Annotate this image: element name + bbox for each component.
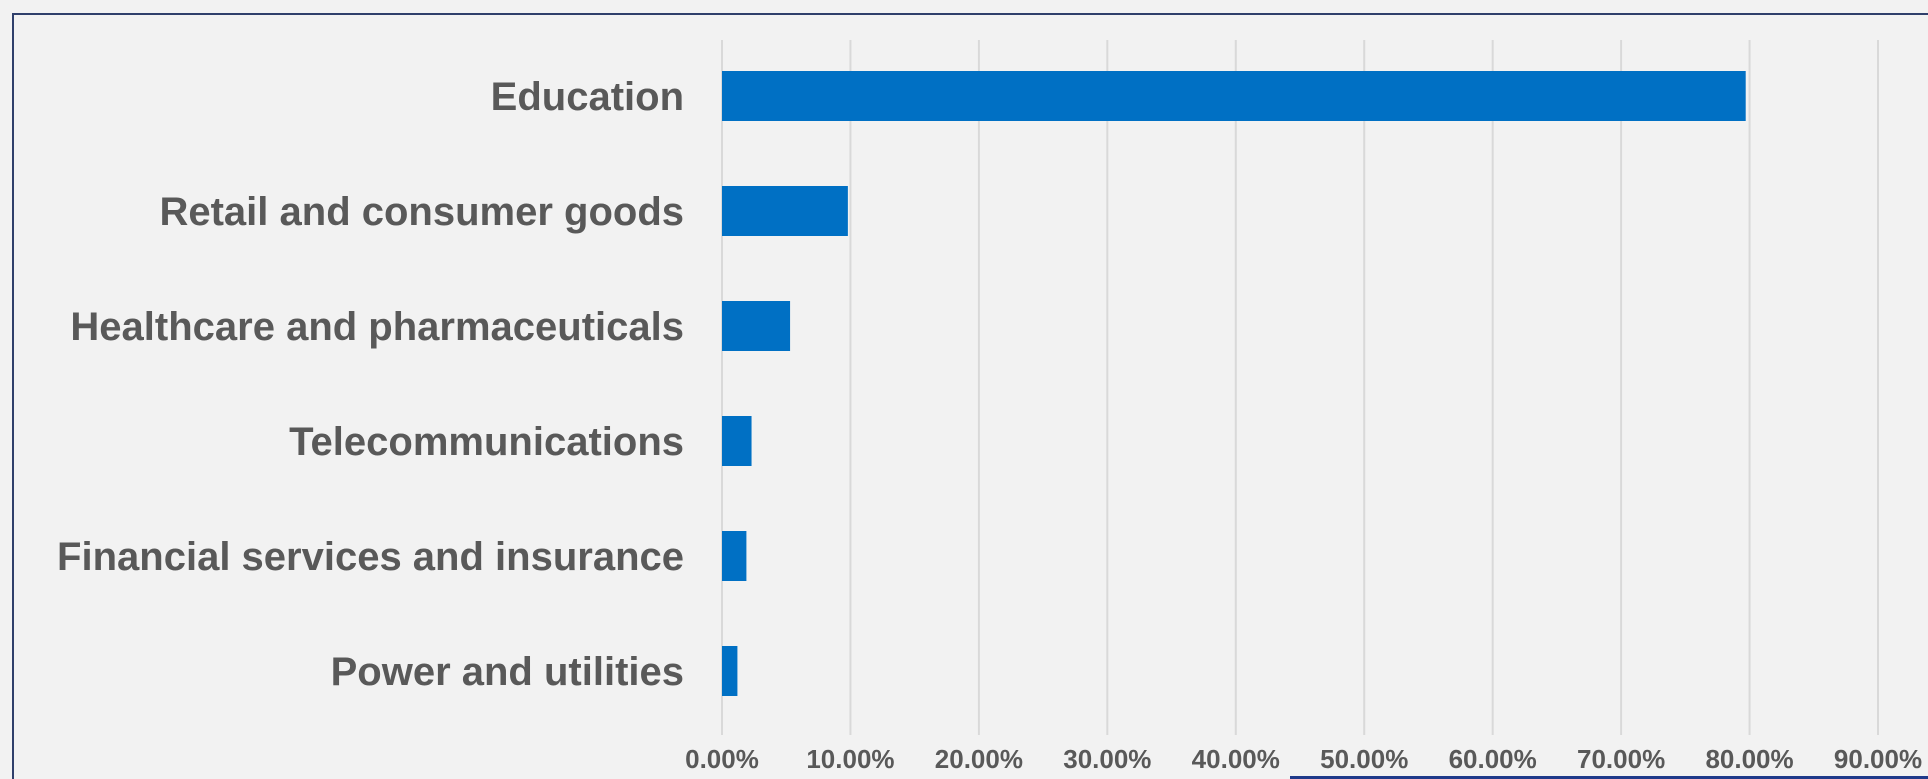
category-label: Healthcare and pharmaceuticals bbox=[70, 305, 684, 349]
x-tick-label: 60.00% bbox=[1449, 744, 1537, 774]
category-label: Power and utilities bbox=[331, 650, 684, 694]
category-label: Financial services and insurance bbox=[57, 535, 684, 579]
x-tick-label: 70.00% bbox=[1577, 744, 1665, 774]
x-tick-label: 10.00% bbox=[806, 744, 894, 774]
bar bbox=[722, 531, 747, 581]
x-tick-labels: 0.00% 10.00% 20.00% 30.00% 40.00% 50.00% 60.00… bbox=[685, 744, 1922, 774]
bar bbox=[722, 646, 738, 696]
bars bbox=[722, 71, 1746, 696]
bar bbox=[722, 301, 791, 351]
x-tick-label: 90.00% bbox=[1834, 744, 1922, 774]
category-label: Telecommunications bbox=[289, 420, 684, 464]
bottom-accent-line bbox=[1290, 776, 1928, 779]
x-tick-label: 50.00% bbox=[1320, 744, 1408, 774]
bar bbox=[722, 416, 752, 466]
category-labels: Education Retail and consumer goods Health… bbox=[57, 75, 684, 694]
x-tick-label: 80.00% bbox=[1705, 744, 1793, 774]
x-tick-label: 0.00% bbox=[685, 744, 759, 774]
x-tick-label: 20.00% bbox=[935, 744, 1023, 774]
x-tick-label: 40.00% bbox=[1192, 744, 1280, 774]
category-label: Retail and consumer goods bbox=[159, 190, 684, 234]
category-label: Education bbox=[491, 75, 684, 119]
bar bbox=[722, 186, 848, 236]
x-tick-label: 30.00% bbox=[1063, 744, 1151, 774]
chart-frame bbox=[12, 13, 1928, 779]
gridlines bbox=[721, 40, 1879, 735]
bar bbox=[722, 71, 1746, 121]
